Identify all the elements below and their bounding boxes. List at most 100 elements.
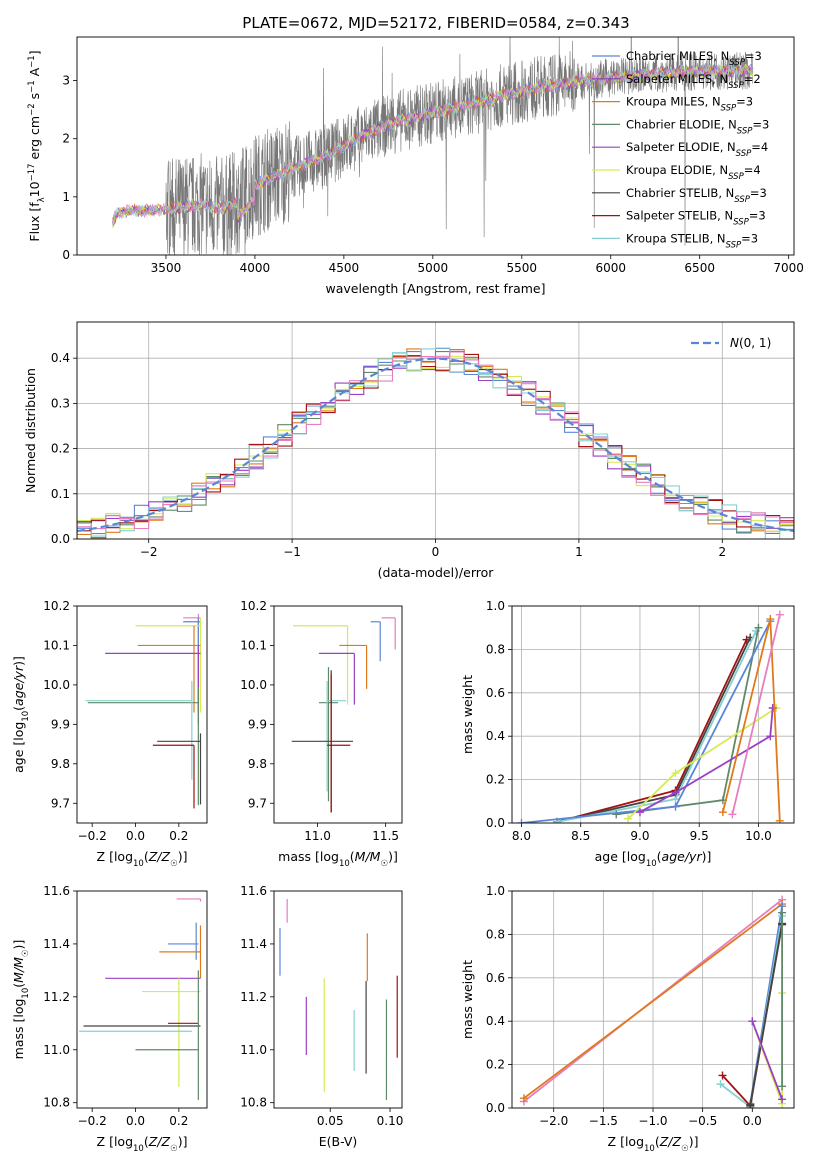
legend-entry: Chabrier STELIB, NSSP=3	[626, 186, 767, 205]
y-tick-label: 9.7	[51, 796, 70, 810]
x-tick-label: 5000	[418, 261, 449, 275]
point-marker	[671, 769, 680, 778]
series-line	[556, 639, 748, 823]
spectrum-legend: Chabrier MILES, NSSP=3 Salpeter MILES, NS…	[592, 49, 769, 250]
y-tick-label: 0.3	[51, 396, 70, 410]
y-tick-label: 11.4	[43, 937, 70, 951]
x-tick-label: 8.5	[571, 829, 590, 843]
y-tick-label: 0.0	[51, 532, 70, 546]
model-spectrum	[112, 64, 754, 224]
y-tick-label: 11.6	[43, 884, 70, 898]
point-marker	[718, 1071, 727, 1080]
point-marker	[778, 1095, 787, 1104]
y-tick-label: 10.2	[240, 599, 267, 613]
point-marker	[718, 808, 727, 817]
x-tick-label: 1	[575, 545, 583, 559]
gaussian-curve	[77, 357, 794, 533]
plot-residuals: −2 −1 0 1 2 0.0 0.1 0.2 0.3 0.4 (data-model)/error…	[23, 321, 795, 580]
point-marker	[671, 802, 680, 811]
plot-mass-Z: −0.2 0.0 0.2 10.8 11.0 11.2 11.4 11.6 Z [log10(Z…	[11, 884, 208, 1154]
series-line	[751, 1020, 783, 1100]
x-tick-label: 0.2	[169, 1114, 188, 1128]
x-tick-label: 11.0	[304, 829, 331, 843]
y-axis-label: mass weight	[460, 960, 475, 1039]
y-tick-label: 0.1	[51, 487, 70, 501]
x-tick-label: 7000	[773, 261, 804, 275]
legend-entry: Salpeter MILES, NSSP=2	[626, 72, 761, 91]
x-axis-label: Z [log10(Z/Z☉)]	[97, 849, 188, 869]
point-marker	[612, 810, 621, 819]
y-axis-label: age [log10(age/yr)]	[11, 656, 31, 773]
series-line	[523, 903, 783, 1099]
x-tick-label: 2	[718, 545, 726, 559]
x-axis-label: Z [log10(Z/Z☉)]	[97, 1134, 188, 1154]
point-marker	[624, 814, 633, 823]
point-marker	[775, 610, 784, 619]
series-line	[556, 630, 757, 823]
y-tick-label: 0	[62, 248, 70, 262]
x-tick-label: 10.0	[745, 829, 772, 843]
point-marker	[635, 808, 644, 817]
residual-legend: N(0, 1)	[691, 336, 771, 350]
x-tick-label: 5500	[507, 261, 538, 275]
model-spectrum	[112, 63, 754, 222]
legend-entry: Chabrier MILES, NSSP=3	[626, 49, 762, 68]
x-tick-label: −1.0	[638, 1114, 667, 1128]
observed-spectrum	[112, 37, 754, 255]
y-tick-label: 10.0	[43, 678, 70, 692]
y-tick-label: 3	[62, 74, 70, 88]
plot-spectrum: 3500 4000 4500 5000 5500 6000 6500 7000 0 1 2 3 wave…	[27, 36, 804, 296]
y-tick-label: 0.6	[486, 971, 505, 985]
x-tick-label: −1.5	[589, 1114, 618, 1128]
point-marker	[766, 615, 775, 624]
x-tick-label: −0.2	[78, 829, 107, 843]
y-axis-label: mass weight	[460, 675, 475, 754]
y-tick-label: 0.4	[51, 351, 70, 365]
point-marker	[754, 623, 763, 632]
point-marker	[517, 819, 526, 823]
y-tick-label: 10.2	[43, 599, 70, 613]
series-line	[521, 620, 772, 823]
point-marker	[728, 810, 737, 819]
y-axis-label: mass [log10(M/M☉)]	[11, 940, 31, 1060]
y-tick-label: 0.8	[486, 927, 505, 941]
model-spectrum	[112, 64, 754, 227]
y-tick-label: 11.4	[240, 937, 267, 951]
mass-weight-lines	[519, 895, 787, 1108]
x-tick-label: 9.5	[690, 829, 709, 843]
x-tick-label: 8.0	[512, 829, 531, 843]
point-marker	[778, 1082, 787, 1091]
x-tick-label: 11.5	[372, 829, 399, 843]
y-tick-label: 0.2	[51, 442, 70, 456]
x-tick-label: −0.2	[78, 1114, 107, 1128]
y-tick-label: 0.4	[486, 729, 505, 743]
x-axis-label: Z [log10(Z/Z☉)]	[608, 1134, 699, 1154]
y-tick-label: 9.9	[248, 717, 267, 731]
legend-entry: Salpeter STELIB, NSSP=3	[626, 209, 766, 228]
x-axis-label: E(B-V)	[319, 1134, 358, 1149]
y-tick-label: 10.8	[240, 1096, 267, 1110]
x-tick-label: 0.2	[169, 829, 188, 843]
x-tick-label: −2.0	[539, 1114, 568, 1128]
legend-entry: Salpeter ELODIE, NSSP=4	[626, 140, 768, 159]
x-axis-label: wavelength [Angstrom, rest frame]	[325, 281, 545, 296]
y-tick-label: 9.8	[51, 757, 70, 771]
x-tick-label: 6500	[684, 261, 715, 275]
mass-weight-lines	[517, 610, 784, 823]
x-tick-label: 4000	[240, 261, 271, 275]
axes-frame	[273, 605, 403, 824]
y-tick-label: 10.1	[240, 638, 267, 652]
series-line	[749, 924, 783, 1105]
x-axis-label: age [log10(age/yr)]	[595, 849, 712, 869]
point-marker	[746, 1100, 755, 1108]
y-tick-label: 10.8	[43, 1096, 70, 1110]
y-axis-label: Normed distribution	[23, 368, 38, 493]
y-tick-label: 1.0	[486, 884, 505, 898]
x-tick-label: 9.0	[630, 829, 649, 843]
plot-age-Z: −0.2 0.0 0.2 9.7 9.8 9.9 10.0 10.1 10.2 Z [log10(…	[11, 599, 208, 869]
y-tick-label: 0.2	[486, 1058, 505, 1072]
legend-entry: Chabrier ELODIE, NSSP=3	[626, 117, 769, 136]
y-tick-label: 0.0	[486, 816, 505, 830]
plot-mass-ebv: 0.05 0.10 10.8 11.0 11.2 11.4 11.6 E(B-V)	[240, 884, 403, 1149]
